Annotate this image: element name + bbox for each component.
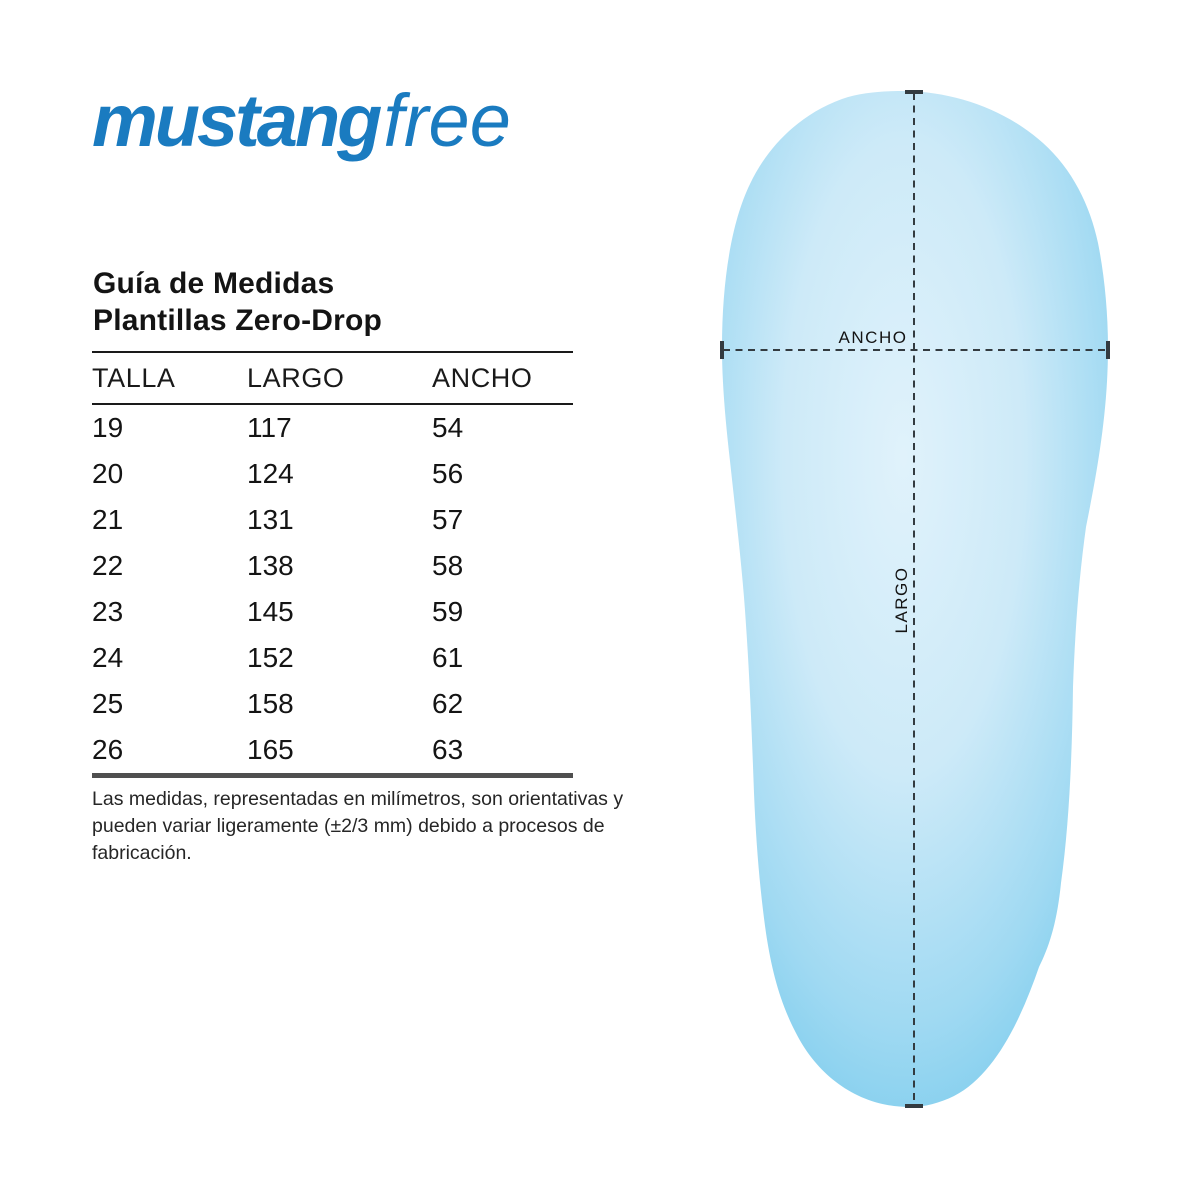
brand-logo-mustang: mustang — [92, 79, 382, 162]
cell-largo: 158 — [247, 688, 294, 719]
cell-ancho: 61 — [432, 642, 464, 673]
cell-largo: 152 — [247, 642, 294, 673]
insole-svg: ANCHO LARGO — [720, 90, 1110, 1108]
cell-largo: 131 — [247, 504, 294, 535]
cell-largo: 138 — [247, 550, 294, 581]
table-row: 26 165 63 — [92, 727, 573, 773]
cell-talla: 25 — [92, 688, 124, 719]
page-title-line1: Guía de Medidas — [93, 267, 335, 300]
table-row: 20 124 56 — [92, 451, 573, 497]
footnote-line1: Las medidas, representadas en milímetros… — [92, 788, 624, 810]
cell-largo: 165 — [247, 734, 294, 765]
cell-ancho: 58 — [432, 550, 464, 581]
table-row: 25 158 62 — [92, 681, 573, 727]
cell-largo: 145 — [247, 596, 294, 627]
cell-talla: 20 — [92, 458, 124, 489]
cell-ancho: 57 — [432, 504, 464, 535]
cell-talla: 26 — [92, 734, 124, 765]
page-title-line2: Plantillas Zero-Drop — [93, 304, 383, 337]
table-row: 23 145 59 — [92, 589, 573, 635]
column-header-largo: LARGO — [247, 362, 345, 393]
cell-ancho: 59 — [432, 596, 464, 627]
table-row: 22 138 58 — [92, 543, 573, 589]
cell-ancho: 62 — [432, 688, 464, 719]
cell-talla: 22 — [92, 550, 124, 581]
table-row: 24 152 61 — [92, 635, 573, 681]
table-row: 21 131 57 — [92, 497, 573, 543]
cell-ancho: 63 — [432, 734, 464, 765]
insole-diagram: ANCHO LARGO — [710, 85, 1110, 1115]
measurements-footnote: Las medidas, representadas en milímetros… — [92, 786, 672, 867]
footnote-line2: pueden variar ligeramente (±2/3 mm) debi… — [92, 815, 605, 864]
cell-talla: 19 — [92, 412, 124, 443]
size-table: TALLA LARGO ANCHO 19 117 54 20 124 56 21 131 57 2… — [92, 351, 573, 778]
size-table-body: 19 117 54 20 124 56 21 131 57 22 138 58 23 145 59 24 152… — [92, 405, 573, 778]
cell-ancho: 56 — [432, 458, 464, 489]
brand-logo-free: free — [383, 79, 511, 162]
cell-largo: 124 — [247, 458, 294, 489]
cell-ancho: 54 — [432, 412, 464, 443]
column-header-talla: TALLA — [92, 362, 176, 393]
cell-talla: 23 — [92, 596, 124, 627]
column-header-ancho: ANCHO — [432, 362, 533, 393]
size-table-header-row: TALLA LARGO ANCHO — [92, 353, 573, 405]
cell-largo: 117 — [247, 412, 292, 443]
table-row: 19 117 54 — [92, 405, 573, 451]
page-title: Guía de Medidas Plantillas Zero-Drop — [93, 265, 382, 339]
cell-talla: 24 — [92, 642, 124, 673]
largo-label: LARGO — [892, 566, 911, 633]
cell-talla: 21 — [92, 504, 124, 535]
brand-logo: mustangfree — [92, 84, 511, 158]
ancho-label: ANCHO — [839, 328, 908, 347]
